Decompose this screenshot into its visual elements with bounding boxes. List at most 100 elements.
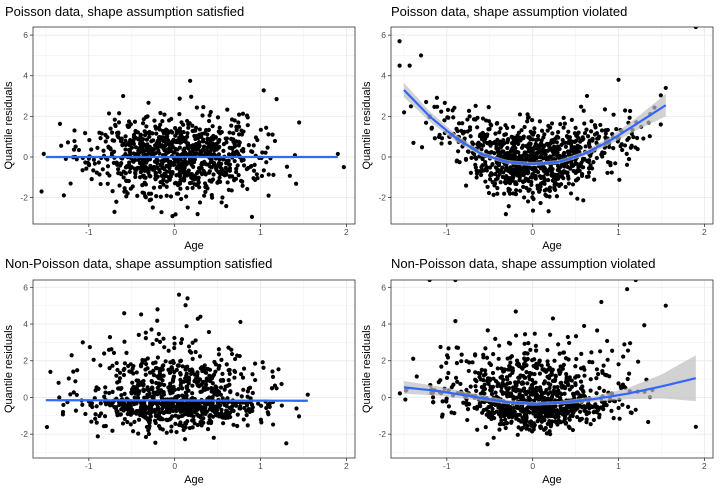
data-point xyxy=(616,381,621,386)
data-point xyxy=(457,160,462,165)
data-point xyxy=(117,370,123,375)
data-point xyxy=(511,191,516,196)
data-point xyxy=(153,171,159,176)
data-point xyxy=(504,403,509,408)
data-point xyxy=(501,383,507,388)
y-tick-label: 4 xyxy=(381,319,386,329)
data-point xyxy=(478,142,483,147)
data-point xyxy=(538,424,543,429)
data-point xyxy=(517,112,523,117)
data-point xyxy=(177,406,182,411)
data-point xyxy=(408,104,414,109)
data-point xyxy=(147,134,152,139)
data-point xyxy=(693,424,698,429)
data-point xyxy=(173,146,178,151)
data-point xyxy=(522,332,528,337)
data-point xyxy=(565,134,570,140)
data-point xyxy=(473,384,478,389)
data-point xyxy=(271,172,276,177)
data-point xyxy=(112,117,117,122)
data-point xyxy=(193,128,198,133)
data-point xyxy=(507,180,513,185)
data-point xyxy=(199,165,204,171)
data-point xyxy=(555,384,560,390)
data-point xyxy=(546,177,551,183)
data-point xyxy=(178,340,184,346)
data-point xyxy=(174,166,179,171)
data-point xyxy=(483,118,489,123)
data-point xyxy=(156,390,162,395)
data-point xyxy=(208,412,213,418)
data-point xyxy=(159,416,164,421)
data-point xyxy=(468,134,473,139)
data-point xyxy=(190,356,195,361)
data-point xyxy=(250,372,255,377)
data-point xyxy=(628,410,633,415)
data-point xyxy=(418,53,424,58)
data-point xyxy=(202,181,208,186)
data-point xyxy=(164,184,169,189)
data-point xyxy=(642,323,647,328)
data-point xyxy=(174,173,179,178)
data-point xyxy=(154,194,159,199)
data-point xyxy=(158,179,163,185)
data-point xyxy=(170,170,175,175)
data-point xyxy=(558,403,563,408)
data-point xyxy=(492,139,498,144)
data-point xyxy=(641,136,646,141)
data-point xyxy=(535,183,540,188)
data-point xyxy=(596,406,602,411)
data-point xyxy=(176,363,181,368)
data-point xyxy=(245,423,250,428)
data-point xyxy=(488,165,493,170)
data-point xyxy=(263,150,268,155)
data-point xyxy=(502,180,508,185)
data-point xyxy=(663,303,668,308)
data-point xyxy=(616,77,621,82)
data-point xyxy=(567,416,572,421)
data-point xyxy=(507,386,512,391)
data-point xyxy=(116,120,122,125)
data-point xyxy=(498,421,503,427)
data-point xyxy=(153,126,159,131)
data-point xyxy=(564,377,569,382)
data-point xyxy=(595,371,601,377)
data-point xyxy=(186,412,191,418)
data-point xyxy=(607,144,612,150)
data-point xyxy=(205,132,210,137)
data-point xyxy=(187,349,192,354)
data-point xyxy=(693,27,698,30)
data-point xyxy=(453,280,458,283)
data-point xyxy=(170,379,176,384)
data-point xyxy=(147,151,152,156)
data-point xyxy=(185,364,190,369)
data-point xyxy=(573,375,578,380)
data-point xyxy=(432,136,437,141)
data-point xyxy=(497,427,502,432)
data-point xyxy=(594,140,599,146)
data-point xyxy=(159,210,164,215)
data-point xyxy=(136,332,141,337)
data-point xyxy=(133,128,138,134)
data-point xyxy=(564,403,570,408)
data-point xyxy=(254,172,259,177)
data-point xyxy=(83,131,88,136)
data-point xyxy=(546,367,551,372)
data-point xyxy=(176,191,181,196)
data-point xyxy=(611,416,616,421)
data-point xyxy=(94,420,99,425)
data-point xyxy=(141,173,146,178)
data-point xyxy=(200,139,206,144)
data-point xyxy=(495,121,500,126)
data-point xyxy=(229,351,235,357)
y-tick-label: 6 xyxy=(381,30,386,40)
data-point xyxy=(66,376,71,381)
data-point xyxy=(220,371,225,376)
data-point xyxy=(114,409,119,414)
data-point xyxy=(498,126,503,131)
data-point xyxy=(182,437,188,442)
data-point xyxy=(176,394,181,399)
data-point xyxy=(89,401,95,406)
data-point xyxy=(582,121,587,126)
data-point xyxy=(182,160,187,165)
